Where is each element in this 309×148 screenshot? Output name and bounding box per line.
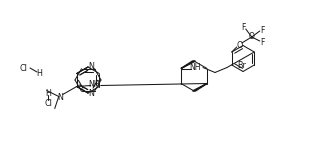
Text: N: N [88, 90, 94, 99]
Text: F: F [260, 37, 265, 46]
Polygon shape [193, 83, 207, 91]
Polygon shape [181, 61, 196, 69]
Text: N: N [57, 93, 63, 102]
Text: O: O [249, 32, 255, 41]
Text: NH: NH [189, 63, 201, 72]
Text: H: H [36, 69, 42, 78]
Text: F: F [242, 22, 246, 32]
Text: H: H [45, 89, 51, 98]
Text: Br: Br [237, 61, 246, 70]
Text: F: F [260, 25, 265, 34]
Text: N: N [88, 62, 94, 70]
Text: Cl: Cl [19, 63, 27, 73]
Text: O: O [237, 41, 243, 49]
Text: NH: NH [88, 80, 99, 89]
Text: Cl: Cl [44, 99, 52, 107]
